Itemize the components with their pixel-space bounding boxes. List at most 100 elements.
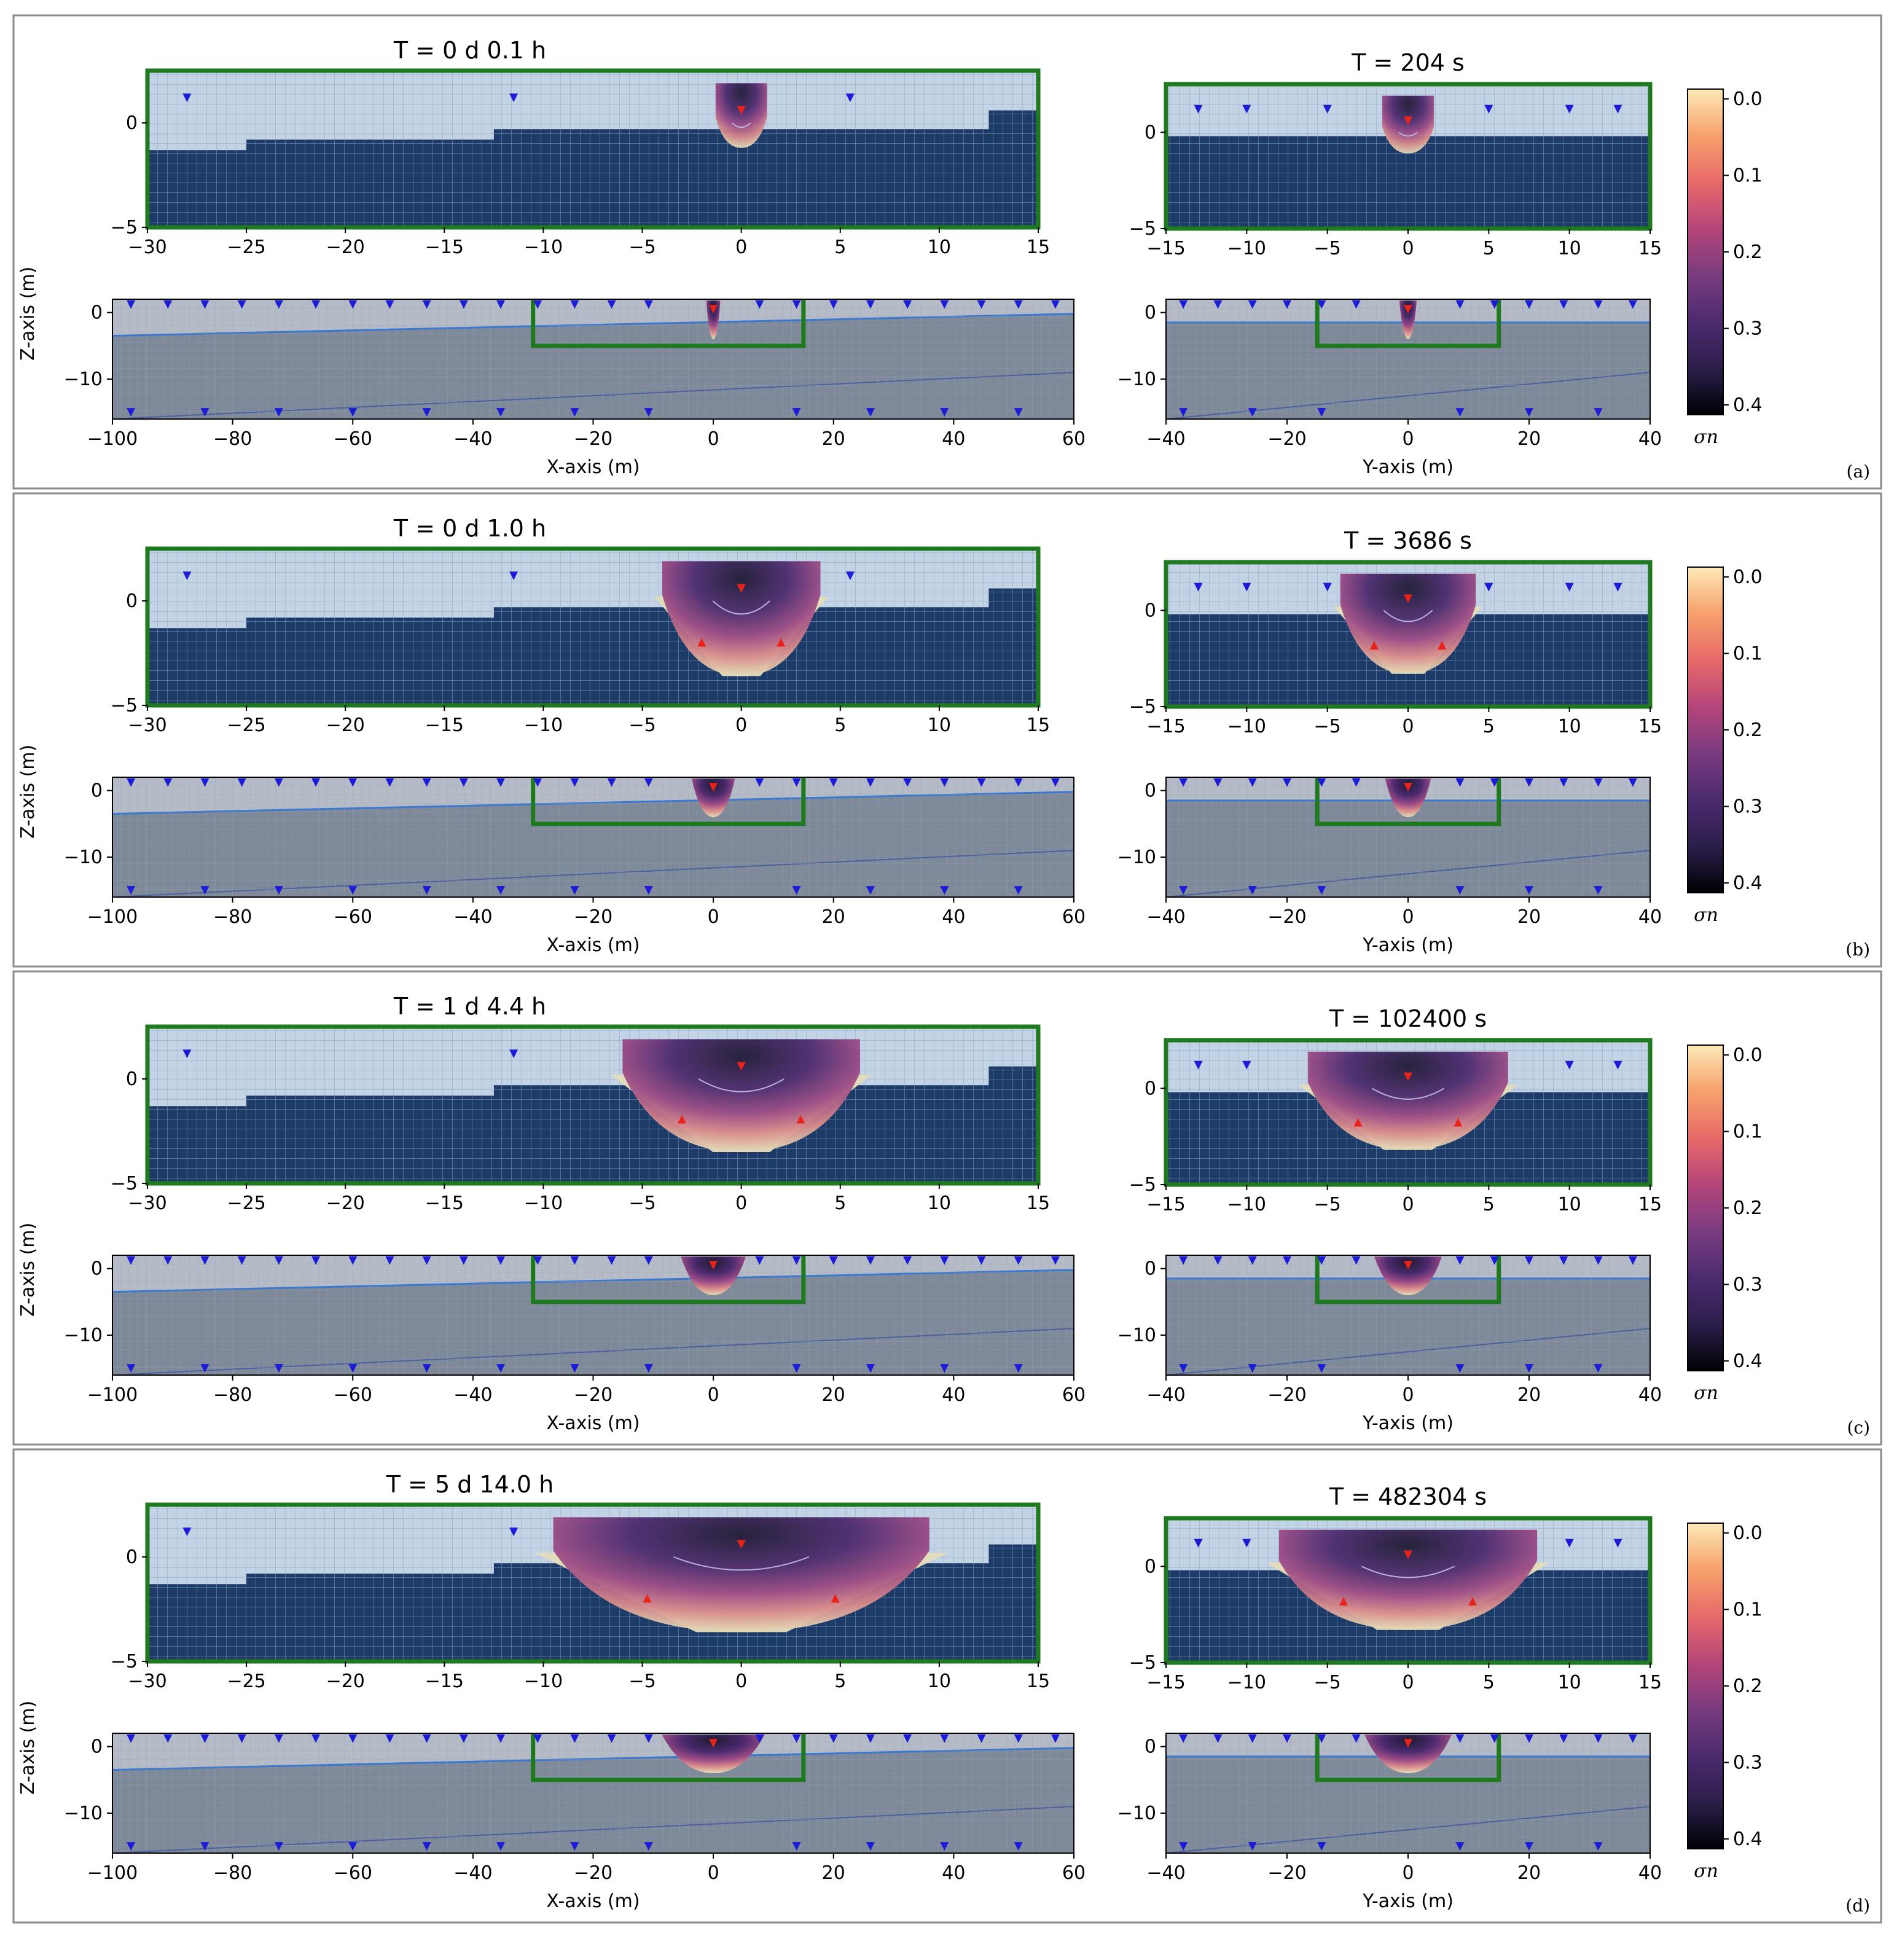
bottom-left-xtick-label: 40	[942, 428, 965, 450]
bottom-left-flux-arrow	[829, 1734, 838, 1743]
bottom-left-flux-arrow	[422, 886, 431, 895]
bottom-left-flux-arrow	[940, 1256, 949, 1265]
top-right-plume-arrow	[1353, 1118, 1363, 1127]
bottom-left-flux-arrow	[940, 778, 949, 787]
bottom-left-flux-arrow	[163, 1734, 173, 1743]
bottom-left-flux-arrow	[977, 300, 986, 309]
bottom-right-flux-arrow	[1283, 300, 1291, 309]
bottom-right-xtick-label: 0	[1402, 428, 1414, 450]
top-right-xtick-label: 0	[1402, 1672, 1414, 1693]
panels-root: T = 0 d 0.1 h T = 204 s −30 −25 −20 −15 −10 −5 0…	[12, 14, 1882, 1924]
colorbar-colorbar-label: σn	[1694, 1860, 1718, 1882]
panel-title-right: T = 102400 s	[1329, 1005, 1487, 1032]
bottom-left-xtick-label: −40	[453, 1862, 492, 1884]
bottom-right-flux-arrow	[1525, 300, 1533, 309]
bottom-right-ytick-label: −10	[1117, 1325, 1156, 1346]
bottom-left-flux-arrow	[755, 300, 764, 309]
bottom-left-ylabel: Z-axis (m)	[17, 1223, 39, 1317]
bottom-left-flux-arrow	[607, 778, 616, 787]
top-left-xtick-label: −30	[128, 715, 166, 736]
top-right-flux-arrow	[1565, 1060, 1574, 1070]
top-left-plume-contour	[731, 122, 751, 128]
bottom-left-xtick-label: −80	[213, 1862, 252, 1884]
bottom-left-flux-arrow	[533, 1256, 542, 1265]
bottom-left-xtick-label: 40	[942, 1384, 965, 1406]
top-right-ytick-label: 0	[1145, 600, 1156, 621]
bottom-left-plume	[706, 300, 721, 339]
bottom-left-flux-arrow	[200, 300, 209, 309]
bottom-right-flux-arrow	[1213, 1256, 1223, 1265]
bottom-left-flux-arrow	[866, 778, 875, 787]
panel-tag: (a)	[1846, 461, 1870, 482]
top-right-ytick-label: 0	[1145, 1556, 1156, 1577]
top-left-xtick-label: −10	[524, 237, 563, 258]
panel-title-right: T = 482304 s	[1329, 1483, 1487, 1510]
bottom-left-zoom-box	[531, 777, 806, 826]
top-left-flux-arrow	[845, 571, 855, 581]
bottom-right-flux-arrow	[1352, 300, 1361, 309]
bottom-right-flux-arrow	[1628, 1734, 1637, 1743]
bottom-left-flux-arrow	[792, 1256, 801, 1265]
bottom-left-xtick-label: −60	[334, 906, 372, 928]
bottom-right-flux-arrow	[1317, 1256, 1326, 1265]
top-left-plume-body	[553, 1517, 929, 1633]
colorbar-colorbar-tick-label: 0.2	[1733, 719, 1763, 741]
bottom-left-flux-arrow	[940, 1364, 949, 1373]
bottom-right-plume	[1374, 1256, 1442, 1295]
bottom-left-flux-arrow	[940, 886, 949, 895]
bottom-left-flux-arrow	[570, 300, 579, 309]
top-left-xtick-label: 15	[1027, 715, 1050, 736]
top-right-flux-arrow	[1194, 582, 1203, 592]
bottom-right-flux-arrow	[1455, 1842, 1465, 1851]
bottom-right-flux-arrow	[1179, 300, 1188, 309]
bottom-left-plume-arrow	[709, 1261, 718, 1270]
bottom-right-flux-arrow	[1248, 778, 1257, 787]
bottom-right-ytick-label: −10	[1117, 847, 1156, 868]
top-right-xtick-label: 5	[1483, 716, 1495, 737]
bottom-left-zoom-box	[531, 1255, 806, 1304]
bottom-right-flux-arrow	[1283, 1256, 1291, 1265]
bottom-left-flux-arrow	[866, 408, 875, 417]
bottom-right-xtick-label: −40	[1146, 1384, 1185, 1406]
top-left-xtick-label: 0	[735, 1193, 747, 1214]
top-right-flux-arrow	[1242, 582, 1251, 592]
bottom-right-xtick-label: −40	[1146, 906, 1185, 928]
bottom-left-xtick-label: 20	[822, 906, 845, 928]
bottom-left-xtick-label: 60	[1062, 1384, 1086, 1406]
top-left-plume-body	[622, 1039, 860, 1152]
bottom-right-flux-arrow	[1179, 408, 1188, 417]
bottom-left-flux-arrow	[792, 1364, 801, 1373]
bottom-left-xtick-label: 0	[708, 1862, 719, 1884]
bottom-left-flux-arrow	[570, 1734, 579, 1743]
bottom-left-flux-arrow	[237, 1256, 246, 1265]
panel-title-left: T = 0 d 1.0 h	[393, 515, 546, 542]
bottom-left-flux-arrow	[311, 1256, 321, 1265]
bottom-left-flux-arrow	[1014, 300, 1023, 309]
bottom-right-flux-arrow	[1559, 300, 1568, 309]
bottom-right-flux-arrow	[1213, 778, 1223, 787]
top-left-xtick-label: −30	[128, 1193, 166, 1214]
bottom-right-flux-arrow	[1594, 778, 1603, 787]
colorbar-colorbar-tick-label: 0.1	[1733, 165, 1763, 187]
bottom-left-flux-arrow	[200, 1842, 209, 1851]
bottom-right-flux-arrow	[1455, 300, 1465, 309]
bottom-left-flux-arrow	[829, 1256, 838, 1265]
bottom-left-flux-arrow	[127, 1734, 136, 1743]
bottom-left-flux-arrow	[274, 1842, 283, 1851]
bottom-right-flux-arrow	[1179, 1842, 1188, 1851]
colorbar-colorbar-tick-label: 0.3	[1733, 796, 1763, 818]
bottom-left-flux-arrow	[200, 1734, 209, 1743]
bottom-left-flux-arrow	[127, 408, 136, 417]
bottom-left-flux-arrow	[496, 1256, 506, 1265]
top-left-boundary	[145, 546, 1041, 708]
bottom-right-flux-arrow	[1525, 778, 1533, 787]
bottom-left-mesh	[112, 299, 1074, 419]
colorbar-colorbar-label: σn	[1694, 426, 1718, 448]
bottom-left-flux-arrow	[533, 778, 542, 787]
top-left-flux-arrow	[509, 571, 519, 581]
top-left-xtick-label: 5	[834, 237, 846, 258]
bottom-left-flux-arrow	[459, 778, 468, 787]
bottom-right-xtick-label: 40	[1638, 1862, 1662, 1884]
bottom-right-flux-arrow	[1559, 1734, 1568, 1743]
bottom-left-flux-arrow	[1051, 778, 1060, 787]
